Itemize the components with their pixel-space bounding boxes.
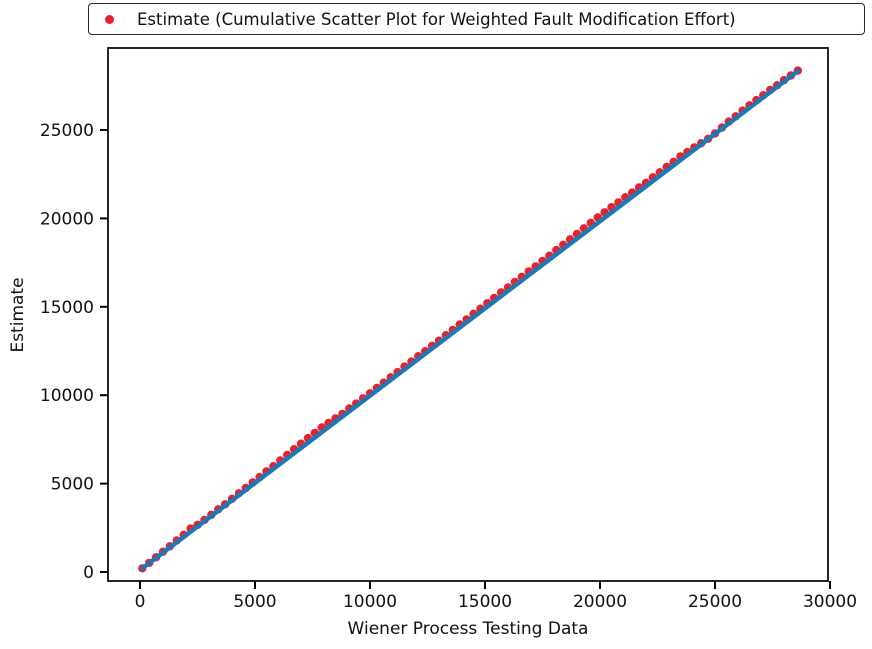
axes-box (107, 47, 829, 582)
svg-text:15000: 15000 (40, 298, 94, 318)
svg-text:0: 0 (83, 563, 94, 583)
svg-text:10000: 10000 (40, 386, 94, 406)
svg-text:5000: 5000 (51, 475, 94, 495)
legend: Estimate (Cumulative Scatter Plot for We… (88, 3, 865, 35)
x-axis-ticks: 0 5000 10000 15000 20000 25000 30000 (135, 581, 857, 612)
x-axis-label: Wiener Process Testing Data (347, 619, 589, 639)
svg-text:20000: 20000 (40, 209, 94, 229)
svg-text:25000: 25000 (40, 121, 94, 141)
svg-text:30000: 30000 (803, 592, 857, 612)
svg-text:0: 0 (135, 592, 146, 612)
legend-label: Estimate (Cumulative Scatter Plot for We… (137, 9, 736, 29)
svg-text:10000: 10000 (343, 592, 397, 612)
y-axis-ticks: 0 5000 10000 15000 20000 25000 (40, 121, 108, 583)
svg-text:20000: 20000 (573, 592, 627, 612)
trend-line (140, 68, 801, 571)
scatter-marker-icon (105, 14, 114, 24)
svg-text:5000: 5000 (233, 592, 276, 612)
svg-text:25000: 25000 (688, 592, 742, 612)
svg-text:15000: 15000 (458, 592, 512, 612)
y-axis-label: Estimate (8, 277, 28, 353)
